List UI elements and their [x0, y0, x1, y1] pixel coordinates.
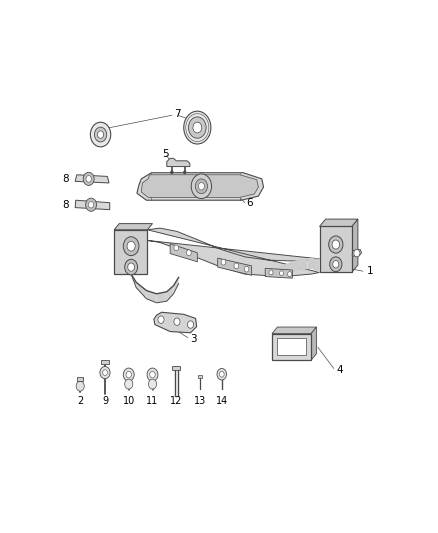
FancyBboxPatch shape [272, 334, 311, 360]
Circle shape [332, 240, 339, 249]
Polygon shape [75, 200, 110, 209]
Polygon shape [136, 282, 146, 298]
FancyBboxPatch shape [277, 338, 306, 356]
Circle shape [86, 175, 92, 182]
Polygon shape [218, 258, 251, 276]
Polygon shape [279, 263, 289, 277]
Circle shape [219, 372, 224, 377]
Circle shape [333, 261, 339, 268]
Circle shape [158, 316, 164, 324]
Polygon shape [352, 219, 358, 272]
Circle shape [244, 266, 249, 272]
Polygon shape [137, 173, 264, 200]
Circle shape [198, 183, 205, 190]
Text: 11: 11 [146, 397, 159, 406]
Circle shape [76, 381, 84, 391]
Circle shape [90, 122, 111, 147]
Text: 14: 14 [215, 397, 228, 406]
Circle shape [174, 245, 179, 251]
FancyBboxPatch shape [101, 360, 109, 365]
Circle shape [127, 241, 135, 251]
Circle shape [174, 318, 180, 325]
Text: 6: 6 [247, 198, 253, 208]
Circle shape [98, 131, 104, 138]
Circle shape [217, 368, 226, 380]
FancyBboxPatch shape [320, 227, 352, 272]
Polygon shape [316, 259, 320, 272]
Circle shape [195, 179, 208, 193]
Text: 9: 9 [102, 397, 108, 406]
Circle shape [221, 260, 226, 265]
Polygon shape [146, 290, 156, 303]
Polygon shape [352, 249, 362, 256]
Polygon shape [313, 259, 316, 271]
Polygon shape [154, 312, 197, 333]
Circle shape [124, 368, 134, 381]
Polygon shape [141, 175, 258, 197]
Polygon shape [131, 274, 136, 288]
Circle shape [126, 372, 131, 378]
Circle shape [170, 171, 173, 174]
Polygon shape [272, 327, 317, 334]
FancyBboxPatch shape [198, 375, 202, 378]
Circle shape [102, 370, 107, 375]
Polygon shape [148, 228, 320, 276]
Circle shape [100, 366, 110, 379]
FancyBboxPatch shape [77, 377, 83, 381]
Circle shape [269, 270, 273, 275]
Circle shape [150, 372, 155, 378]
Text: 8: 8 [62, 200, 69, 210]
Text: 12: 12 [170, 397, 183, 406]
Polygon shape [114, 224, 152, 230]
Circle shape [125, 379, 133, 389]
Circle shape [147, 368, 158, 381]
Polygon shape [265, 268, 293, 278]
Circle shape [288, 272, 292, 277]
FancyBboxPatch shape [172, 366, 180, 370]
Polygon shape [289, 260, 299, 273]
Text: 1: 1 [367, 266, 374, 276]
Text: 4: 4 [336, 365, 343, 375]
Polygon shape [173, 277, 179, 294]
Circle shape [330, 257, 342, 272]
Circle shape [354, 249, 360, 257]
Text: 8: 8 [62, 174, 69, 184]
Polygon shape [320, 219, 358, 227]
Circle shape [234, 263, 239, 269]
Polygon shape [299, 259, 307, 270]
Text: 10: 10 [123, 397, 135, 406]
Circle shape [86, 198, 96, 211]
Circle shape [184, 171, 186, 174]
Polygon shape [307, 259, 313, 269]
Polygon shape [311, 327, 317, 360]
Circle shape [128, 263, 134, 271]
Circle shape [148, 379, 156, 389]
Polygon shape [167, 286, 173, 301]
Polygon shape [167, 158, 190, 166]
Circle shape [328, 236, 343, 253]
Circle shape [95, 127, 107, 142]
Circle shape [88, 201, 94, 208]
Text: 2: 2 [77, 397, 83, 406]
Text: 5: 5 [162, 149, 168, 159]
Circle shape [187, 250, 191, 256]
Text: 7: 7 [173, 109, 180, 119]
Text: 3: 3 [191, 334, 197, 344]
Circle shape [279, 271, 283, 276]
Circle shape [191, 174, 212, 199]
Circle shape [83, 172, 94, 185]
Circle shape [187, 321, 194, 328]
Circle shape [188, 117, 206, 138]
Circle shape [124, 237, 139, 256]
Polygon shape [156, 292, 167, 303]
FancyBboxPatch shape [114, 230, 148, 274]
Polygon shape [170, 244, 197, 262]
Circle shape [193, 122, 202, 133]
Circle shape [125, 260, 138, 275]
Circle shape [184, 111, 211, 144]
Text: 13: 13 [194, 397, 206, 406]
Polygon shape [75, 175, 109, 183]
